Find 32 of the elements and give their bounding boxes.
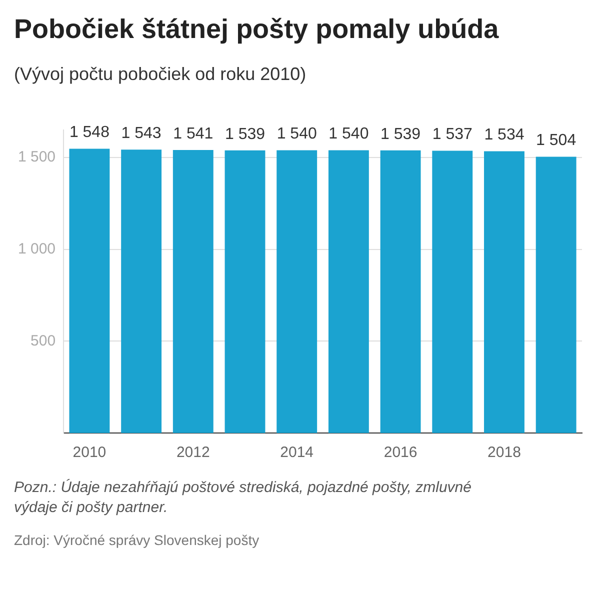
bar (172, 150, 214, 433)
bar (484, 151, 524, 433)
bar (224, 150, 266, 433)
data-label: 1 548 (69, 124, 110, 142)
data-label: 1 543 (121, 125, 162, 142)
bar (328, 150, 369, 433)
bar (121, 150, 162, 433)
chart-title: Pobočiek štátnej pošty pomaly ubúda (14, 14, 499, 45)
x-tick-label: 2010 (72, 444, 106, 462)
bar (380, 150, 421, 433)
data-label: 1 534 (484, 126, 524, 144)
data-label: 1 504 (536, 132, 576, 150)
bar (536, 156, 576, 433)
data-label: 1 540 (276, 126, 317, 143)
bar (276, 150, 318, 433)
data-label: 1 541 (173, 125, 214, 142)
data-label: 1 540 (328, 126, 369, 143)
text: Pozn.: Údaje nezahŕňajú poštové strediská, pojazdné pošty, zmluvné výdaje či pošty partner. (14, 478, 472, 517)
data-label: 1 537 (432, 126, 472, 144)
bar (69, 148, 110, 433)
text: Zdroj: Výročné správy Slovenskej pošty (14, 532, 260, 548)
x-tick-label: 2012 (176, 444, 210, 462)
data-label: 1 539 (380, 126, 421, 143)
y-tick-label: 500 (30, 332, 56, 350)
chart-subtitle: (Vývoj počtu pobočiek od roku 2010) (14, 64, 306, 85)
bar (432, 150, 473, 433)
y-tick-label: 1 500 (18, 148, 56, 166)
x-tick-label: 2016 (384, 444, 418, 462)
x-tick-label: 2014 (280, 444, 314, 462)
y-tick-label: 1 000 (18, 240, 56, 258)
data-label: 1 539 (224, 126, 266, 143)
x-tick-label: 2018 (488, 444, 521, 462)
